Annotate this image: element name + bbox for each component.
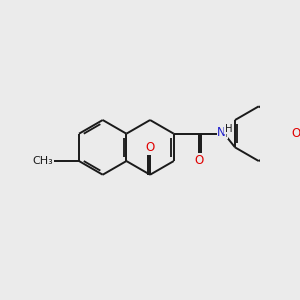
- Text: H: H: [225, 124, 232, 134]
- Text: O: O: [194, 154, 204, 167]
- Text: N: N: [217, 126, 226, 139]
- Text: H: H: [220, 129, 228, 139]
- Text: O: O: [146, 141, 155, 154]
- Text: CH₃: CH₃: [32, 156, 53, 166]
- Text: O: O: [292, 127, 300, 140]
